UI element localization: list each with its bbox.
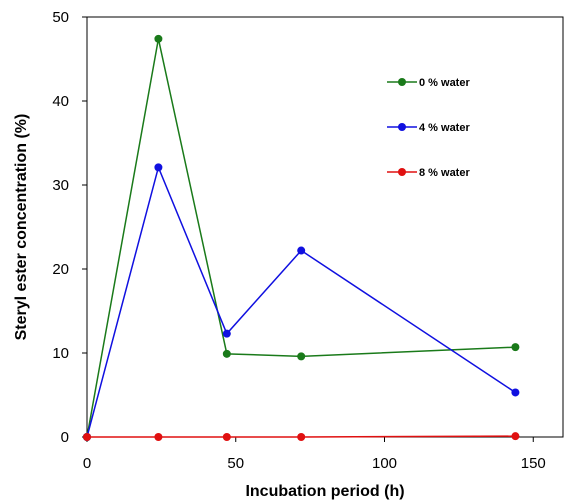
data-point <box>297 352 306 361</box>
plot-frame <box>86 16 564 438</box>
x-tick-label: 50 <box>227 455 244 472</box>
data-point <box>154 163 163 172</box>
x-axis: 0 50 100 150 <box>83 437 546 472</box>
legend-label: 4 % water <box>419 122 470 134</box>
legend-item: 0 % water <box>387 77 470 89</box>
x-axis-title: Incubation period (h) <box>245 483 404 500</box>
y-tick-label: 30 <box>52 177 69 194</box>
legend-label: 8 % water <box>419 167 470 179</box>
legend-marker <box>398 78 406 86</box>
data-point <box>511 343 520 352</box>
y-tick-label: 10 <box>52 345 69 362</box>
legend-item: 8 % water <box>387 167 470 179</box>
data-point <box>154 433 163 441</box>
x-tick-label: 0 <box>83 455 91 472</box>
x-tick-label: 150 <box>521 455 546 472</box>
data-point <box>83 433 91 441</box>
data-point <box>222 433 231 441</box>
data-point <box>222 329 231 338</box>
plot-area <box>86 16 564 438</box>
x-tick-label: 100 <box>372 455 397 472</box>
y-tick-label: 50 <box>52 9 69 26</box>
y-tick-label: 20 <box>52 261 69 278</box>
y-tick-label: 0 <box>61 429 69 446</box>
data-point <box>297 246 306 255</box>
legend-item: 4 % water <box>387 122 470 134</box>
y-axis: 0 10 20 30 40 50 <box>52 9 87 446</box>
legend-marker <box>398 123 406 131</box>
data-point <box>297 433 306 441</box>
data-point <box>511 432 520 441</box>
series-layer <box>83 34 520 441</box>
series-2 <box>83 432 520 441</box>
legend: 0 % water 4 % water 8 % water <box>387 77 470 179</box>
legend-marker <box>398 168 406 176</box>
y-tick-label: 40 <box>52 93 69 110</box>
legend-label: 0 % water <box>419 77 470 89</box>
data-point <box>154 34 163 43</box>
y-axis-title: Steryl ester concentration (%) <box>13 114 30 341</box>
data-point <box>222 349 231 358</box>
data-point <box>511 388 520 397</box>
